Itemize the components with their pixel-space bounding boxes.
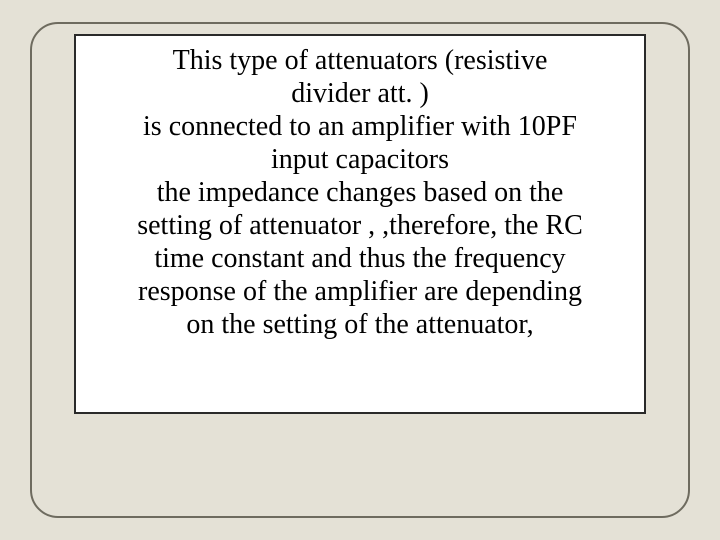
text-line: is connected to an amplifier with 10PF	[82, 110, 638, 143]
text-line: time constant and thus the frequency	[82, 242, 638, 275]
text-line: input capacitors	[82, 143, 638, 176]
slide-container: This type of attenuators (resistive divi…	[0, 0, 720, 540]
body-text-panel: This type of attenuators (resistive divi…	[74, 34, 646, 414]
text-line: response of the amplifier are depending	[82, 275, 638, 308]
text-line: This type of attenuators (resistive	[82, 44, 638, 77]
text-line: on the setting of the attenuator,	[82, 308, 638, 341]
text-line: divider att. )	[82, 77, 638, 110]
text-line: setting of attenuator , ,therefore, the …	[82, 209, 638, 242]
text-line: the impedance changes based on the	[82, 176, 638, 209]
